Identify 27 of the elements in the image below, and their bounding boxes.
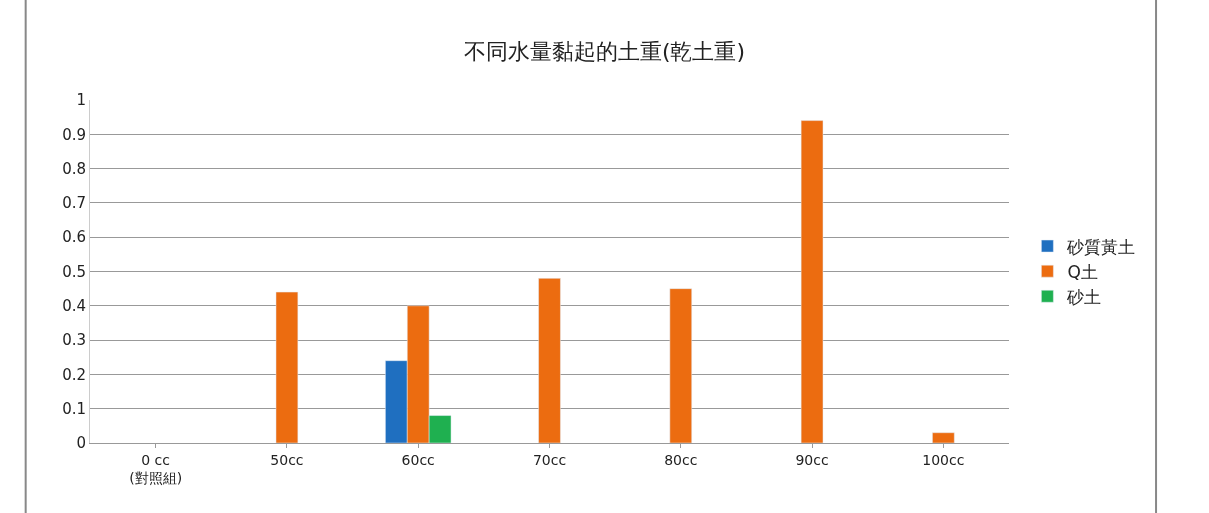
x-tick-label: 90cc <box>795 451 829 468</box>
y-tick-label: 0.6 <box>62 228 86 247</box>
x-tick-label: 60cc <box>401 451 435 468</box>
bar <box>538 278 561 443</box>
x-tick-label: 0 cc (對照組) <box>129 451 183 486</box>
y-tick-label: 0.4 <box>62 297 86 316</box>
y-tick-label: 1 <box>76 91 86 110</box>
x-tick-label: 80cc <box>664 451 698 468</box>
x-tick-label: 70cc <box>532 451 567 468</box>
legend-label: Q土 <box>1067 261 1098 282</box>
y-tick-label: 0 <box>76 434 86 453</box>
bar <box>669 288 692 443</box>
chart-title: 不同水量黏起的土重(乾土重) <box>463 39 746 64</box>
y-tick-label: 0.1 <box>62 399 86 418</box>
bar <box>800 120 824 443</box>
x-tick-label: 100cc <box>922 451 965 468</box>
bar <box>275 291 299 443</box>
y-tick-label: 0.2 <box>62 365 86 384</box>
bar <box>932 432 955 443</box>
x-tick-label: 50cc <box>270 451 304 468</box>
y-tick-label: 0.7 <box>62 194 86 213</box>
legend-label: 砂質黃土 <box>1066 236 1136 257</box>
y-tick-label: 0.8 <box>62 159 86 178</box>
legend-label: 砂土 <box>1066 286 1102 307</box>
y-tick-label: 0.9 <box>62 125 86 144</box>
y-tick-label: 0.3 <box>62 331 86 350</box>
y-tick-label: 0.5 <box>62 262 86 281</box>
